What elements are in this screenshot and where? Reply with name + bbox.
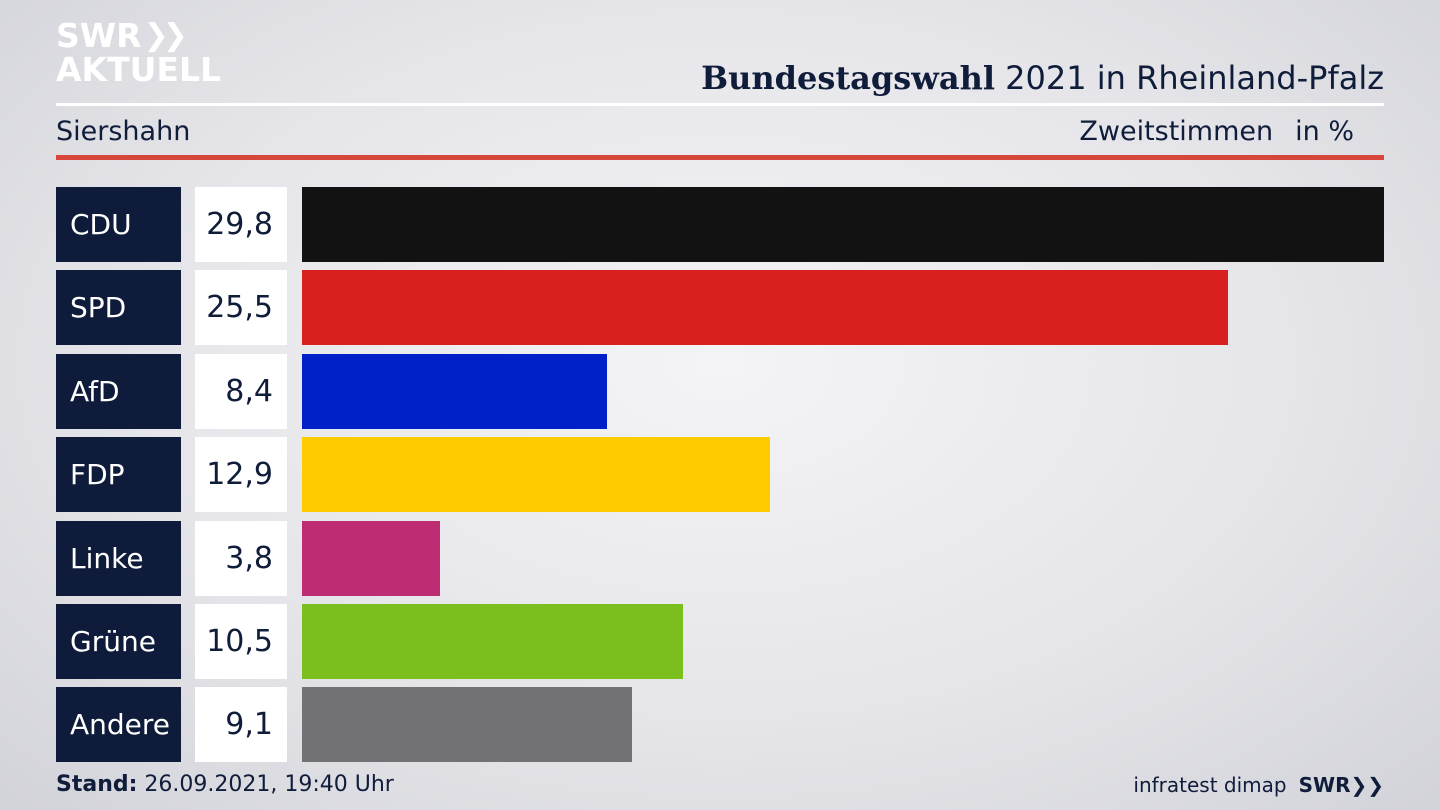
chart-row: Andere 9,1: [56, 687, 1384, 762]
double-chevron-right-icon: ❯❯: [1350, 773, 1384, 797]
category-label: SPD: [56, 270, 181, 345]
category-label: Andere: [56, 687, 181, 762]
bar: [302, 354, 607, 429]
data-label: 10,5: [195, 604, 287, 679]
category-label: CDU: [56, 187, 181, 262]
chart-row: Grüne 10,5: [56, 604, 1384, 679]
bar: [302, 437, 770, 512]
chart-row: AfD 8,4: [56, 354, 1384, 429]
double-chevron-right-icon: ❯❯: [143, 18, 188, 53]
data-label: 9,1: [195, 687, 287, 762]
chart-row: CDU 29,8: [56, 187, 1384, 262]
title-bold: Bundestagswahl: [701, 59, 995, 97]
timestamp: Stand: 26.09.2021, 19:40 Uhr: [56, 770, 394, 800]
logo-line2: AKTUELL: [56, 50, 222, 89]
data-label: 3,8: [195, 521, 287, 596]
bar: [302, 187, 1384, 262]
swr-aktuell-logo: SWR ❯❯ AKTUELL: [56, 18, 221, 88]
title-rest: 2021 in Rheinland-Pfalz: [995, 59, 1384, 97]
bar: [302, 687, 632, 762]
source-label: infratest dimap: [1133, 773, 1287, 797]
bar: [302, 270, 1228, 345]
category-label: Grüne: [56, 604, 181, 679]
location-label: Siershahn: [56, 116, 191, 147]
category-label: AfD: [56, 354, 181, 429]
bar: [302, 604, 683, 679]
data-label: 8,4: [195, 354, 287, 429]
header-divider: [56, 103, 1384, 106]
measure-label: Zweitstimmen in %: [1079, 114, 1354, 150]
category-label: Linke: [56, 521, 181, 596]
unit-text: in %: [1295, 116, 1354, 147]
measure-text: Zweitstimmen: [1079, 116, 1274, 147]
data-label: 25,5: [195, 270, 287, 345]
bar: [302, 521, 440, 596]
category-label: FDP: [56, 437, 181, 512]
chart-row: SPD 25,5: [56, 270, 1384, 345]
stand-label: Stand:: [56, 772, 138, 797]
page-title: Bundestagswahl 2021 in Rheinland-Pfalz: [701, 56, 1384, 100]
source-credit: infratest dimap SWR❯❯: [1133, 770, 1384, 800]
broadcaster-text: SWR: [1298, 773, 1351, 797]
data-label: 29,8: [195, 187, 287, 262]
broadcaster-logo: SWR❯❯: [1299, 770, 1384, 800]
chart-row: Linke 3,8: [56, 521, 1384, 596]
chart-row: FDP 12,9: [56, 437, 1384, 512]
stand-value: 26.09.2021, 19:40 Uhr: [137, 772, 394, 797]
logo-line1: SWR: [56, 16, 142, 55]
accent-divider: [56, 155, 1384, 160]
data-label: 12,9: [195, 437, 287, 512]
